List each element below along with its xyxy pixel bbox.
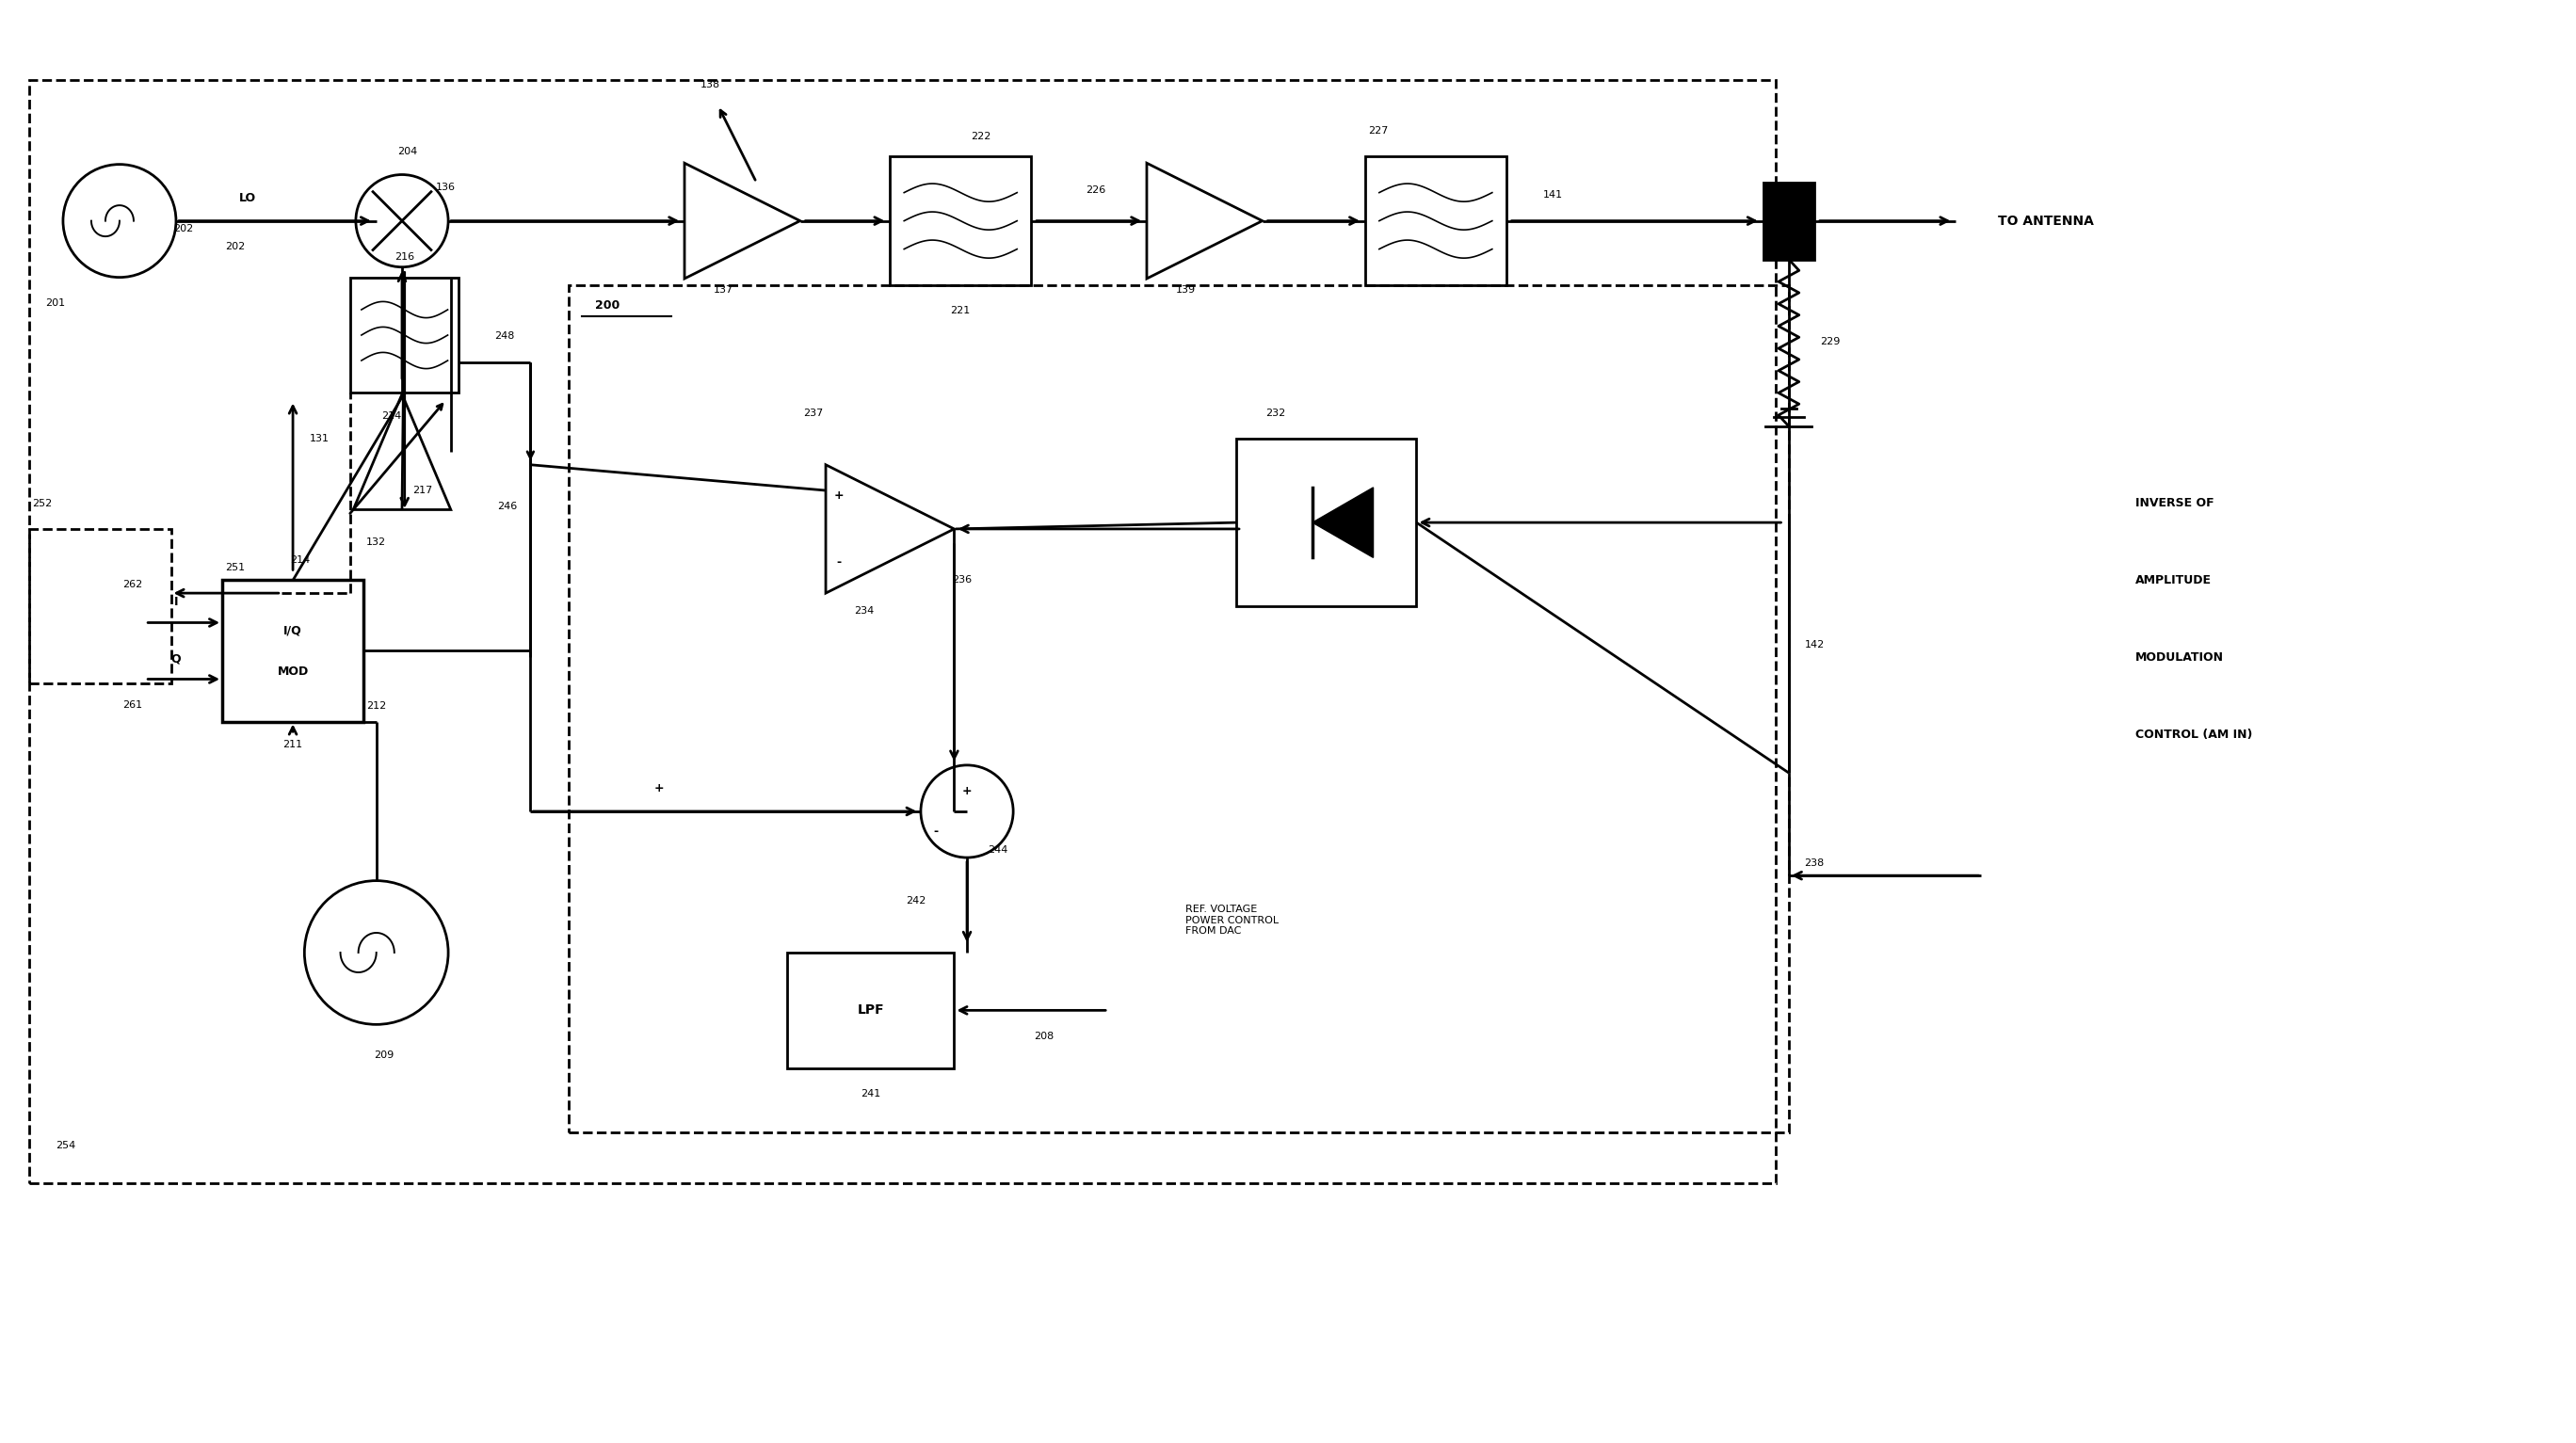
Text: 248: 248 [495, 332, 515, 341]
Bar [889, 157, 1030, 286]
Text: TO ANTENNA: TO ANTENNA [1996, 214, 2094, 228]
Text: MOD: MOD [278, 665, 309, 678]
Text: -: - [933, 825, 938, 838]
Text: 261: 261 [124, 700, 142, 710]
Text: 138: 138 [701, 79, 721, 89]
Text: 221: 221 [951, 306, 971, 316]
Text: 202: 202 [173, 224, 193, 234]
Text: 254: 254 [54, 1140, 75, 1150]
Text: 132: 132 [366, 537, 386, 547]
Text: 236: 236 [953, 576, 971, 584]
Text: I: I [175, 596, 178, 609]
Text: 136: 136 [435, 183, 456, 192]
Text: 216: 216 [394, 253, 415, 261]
Text: 246: 246 [497, 502, 518, 511]
Circle shape [304, 880, 448, 1025]
Polygon shape [1314, 488, 1373, 557]
Text: 244: 244 [987, 846, 1007, 854]
Text: 209: 209 [374, 1051, 394, 1061]
Text: 142: 142 [1803, 639, 1824, 649]
Text: 141: 141 [1543, 190, 1564, 201]
Text: 222: 222 [971, 131, 992, 141]
Circle shape [355, 175, 448, 267]
Text: Q: Q [170, 652, 180, 665]
Bar [222, 580, 363, 722]
Text: 214: 214 [291, 556, 312, 564]
Text: 229: 229 [1819, 336, 1839, 346]
Text: 139: 139 [1175, 286, 1195, 294]
Text: 237: 237 [804, 408, 822, 418]
Bar [350, 277, 459, 392]
Text: 234: 234 [855, 606, 873, 616]
Text: 251: 251 [224, 563, 245, 573]
Text: 211: 211 [283, 740, 304, 749]
Bar [569, 286, 1788, 1133]
Text: MODULATION: MODULATION [2136, 651, 2223, 664]
Bar [788, 952, 953, 1068]
Text: 227: 227 [1368, 127, 1388, 136]
Text: CONTROL (AM IN): CONTROL (AM IN) [2136, 729, 2251, 740]
Circle shape [62, 165, 175, 277]
Bar [1236, 439, 1417, 606]
Bar [1365, 157, 1507, 286]
Text: +: + [654, 782, 665, 795]
Text: AMPLITUDE: AMPLITUDE [2136, 574, 2213, 586]
Text: LPF: LPF [858, 1004, 884, 1017]
Text: 204: 204 [397, 147, 417, 156]
Text: 201: 201 [46, 299, 64, 307]
Text: 238: 238 [1803, 859, 1824, 867]
Circle shape [920, 765, 1012, 857]
Text: 241: 241 [860, 1089, 881, 1098]
Text: 202: 202 [224, 242, 245, 251]
Text: 217: 217 [412, 486, 433, 495]
Text: 214: 214 [381, 411, 402, 421]
Bar [31, 530, 170, 683]
Text: 226: 226 [1084, 185, 1105, 195]
Text: -: - [837, 556, 840, 569]
Text: 131: 131 [309, 434, 330, 444]
Text: 232: 232 [1265, 408, 1285, 418]
Text: 137: 137 [714, 286, 734, 294]
Text: 200: 200 [595, 300, 618, 312]
Bar [1762, 182, 1814, 260]
Text: 212: 212 [366, 701, 386, 711]
Text: REF. VOLTAGE
POWER CONTROL
FROM DAC: REF. VOLTAGE POWER CONTROL FROM DAC [1185, 905, 1278, 937]
Text: +: + [961, 785, 971, 797]
Text: I/Q: I/Q [283, 625, 301, 636]
Text: LO: LO [240, 192, 258, 203]
Text: +: + [835, 489, 842, 502]
Text: 208: 208 [1033, 1032, 1054, 1040]
Text: 242: 242 [907, 896, 925, 906]
Bar [31, 79, 1775, 1183]
Text: 262: 262 [124, 580, 142, 589]
Text: 252: 252 [33, 499, 52, 508]
Text: INVERSE OF: INVERSE OF [2136, 498, 2215, 509]
